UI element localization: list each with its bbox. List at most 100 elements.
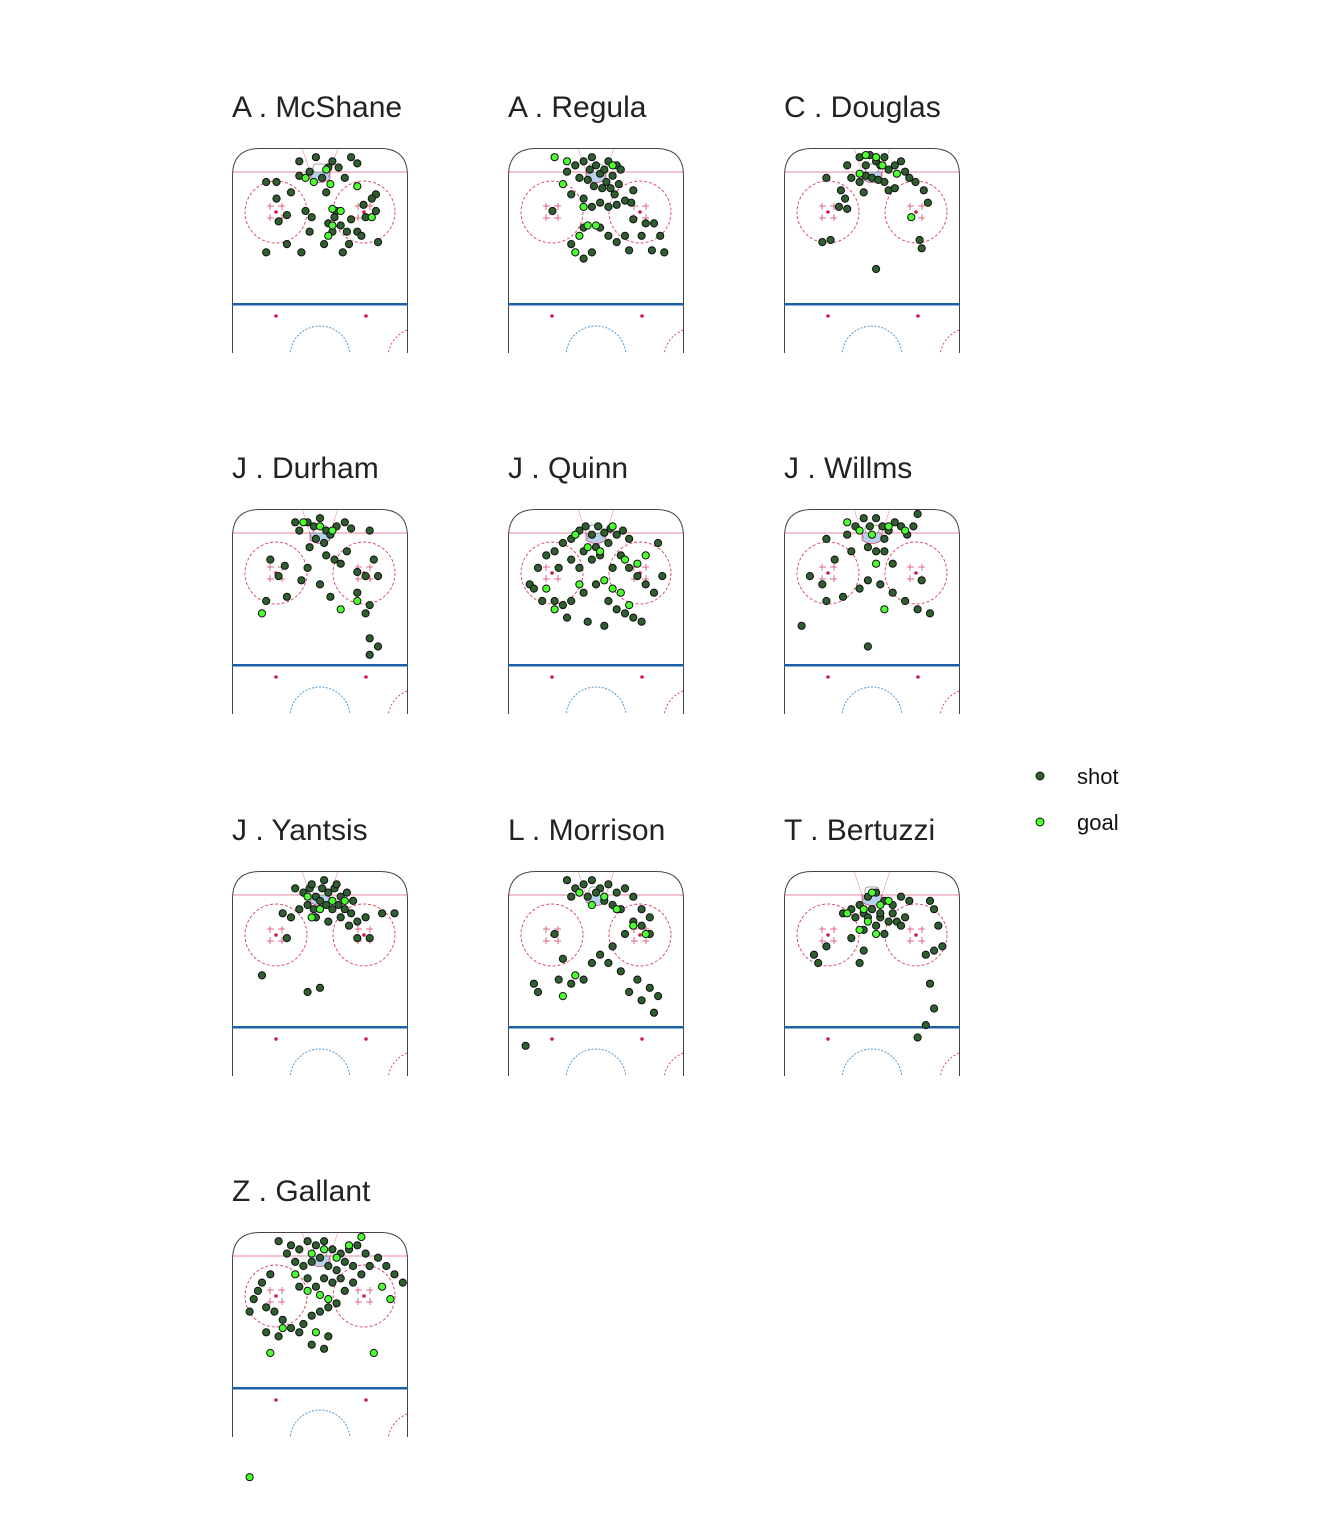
shot-point	[641, 580, 650, 589]
shot-point	[923, 198, 932, 207]
shot-point	[930, 946, 939, 955]
neutral-dot	[364, 1398, 368, 1402]
shot-point	[604, 596, 613, 606]
shot-point	[550, 596, 559, 606]
goal-point	[608, 584, 617, 593]
goal-point	[307, 913, 316, 922]
neutral-faceoff-arc	[388, 329, 408, 353]
shot-point	[315, 1307, 325, 1316]
shot-point	[859, 514, 868, 523]
shot-point	[826, 235, 835, 245]
shot-point	[266, 1270, 275, 1279]
goal-point	[855, 526, 864, 535]
shot-point	[876, 580, 885, 589]
shot-point	[913, 1033, 922, 1042]
goal-point	[625, 601, 634, 610]
shot-point	[859, 946, 868, 955]
goal-point	[303, 892, 312, 901]
shot-point	[591, 580, 601, 589]
neutral-faceoff-arc	[388, 690, 408, 714]
blue-line	[784, 1026, 960, 1029]
panel-title: L . Morrison	[508, 814, 665, 847]
shot-point	[567, 596, 576, 606]
shot-point	[925, 896, 935, 905]
shot-point	[880, 534, 889, 543]
shot-point	[587, 248, 597, 257]
shot-point	[649, 588, 659, 597]
shot-point	[320, 876, 329, 885]
goal-point	[328, 526, 337, 535]
shot-point	[336, 913, 345, 922]
shot-point	[328, 157, 337, 166]
shot-point	[843, 204, 852, 214]
shot-point	[579, 975, 588, 984]
shot-point	[629, 186, 638, 195]
rink	[784, 148, 960, 353]
rink-boards	[784, 148, 960, 353]
faceoff-circle	[608, 180, 672, 244]
rink-boards	[508, 148, 684, 353]
shot-point	[620, 884, 630, 893]
neutral-dot	[274, 1398, 278, 1402]
shot-point	[297, 248, 306, 257]
goal-point	[301, 173, 310, 182]
goal-point	[855, 169, 864, 178]
goal-point	[571, 971, 580, 980]
shot-point	[315, 1253, 325, 1262]
shot-point	[905, 896, 914, 905]
shot-point	[567, 190, 576, 199]
shot-point	[612, 238, 621, 247]
faceoff-circle	[244, 1264, 308, 1328]
shot-point	[654, 538, 663, 548]
neutral-dot	[826, 675, 830, 679]
shot-point	[583, 175, 592, 184]
goal-point	[315, 522, 325, 531]
goal-point	[571, 248, 580, 257]
shot-point	[282, 592, 292, 601]
shot-point	[591, 161, 601, 170]
shot-point	[299, 1319, 308, 1329]
goal-point	[550, 605, 559, 614]
faceoff-dot	[914, 933, 918, 937]
goal-point	[336, 206, 345, 216]
shot-point	[301, 206, 310, 216]
goal-point	[550, 153, 559, 162]
shot-point	[371, 206, 380, 216]
hash-marks	[355, 1287, 373, 1305]
panel-title: J . Quinn	[508, 452, 628, 485]
shot-point	[901, 913, 910, 922]
goal-point	[867, 530, 877, 539]
hash-marks	[819, 203, 837, 221]
goal-point	[340, 896, 349, 905]
rink	[232, 509, 408, 714]
neutral-faceoff-arc	[940, 690, 960, 714]
player-panel: A . McShane	[232, 91, 408, 353]
shot-point	[911, 177, 920, 187]
shot-point	[245, 1307, 254, 1316]
shot-point	[562, 167, 572, 176]
shot-point	[620, 231, 630, 240]
goal-point	[884, 896, 893, 905]
goal-point	[369, 1348, 378, 1358]
shot-point	[554, 563, 563, 573]
goal-point	[562, 157, 572, 166]
shot-point	[645, 913, 654, 922]
shot-point	[373, 572, 383, 581]
shot-point	[257, 1278, 267, 1287]
shot-point	[600, 528, 609, 537]
shot-point	[612, 888, 621, 897]
shot-point	[365, 634, 374, 643]
shot-point	[797, 621, 806, 630]
faceoff-dot	[362, 210, 366, 214]
shot-point	[583, 892, 592, 901]
shot-point	[311, 1282, 321, 1291]
shot-point	[357, 231, 366, 240]
rink	[232, 1232, 408, 1437]
shot-point	[925, 609, 935, 618]
shot-point	[299, 1261, 308, 1271]
faceoff-circle	[332, 541, 396, 605]
shot-point	[830, 555, 839, 564]
shot-point	[600, 621, 609, 630]
points	[257, 876, 399, 997]
